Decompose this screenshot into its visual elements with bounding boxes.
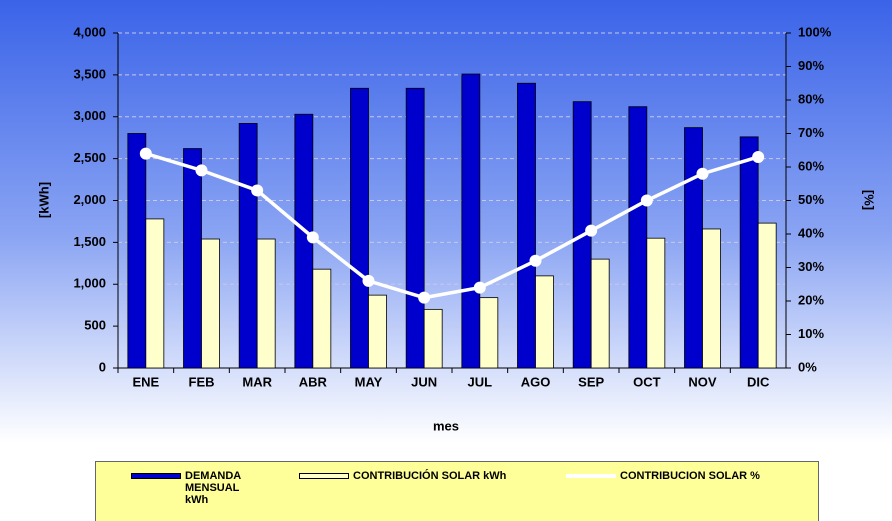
line-marker (418, 291, 431, 304)
bar (628, 106, 648, 369)
bar (127, 133, 147, 369)
y-tick-label: 2,500 (73, 150, 106, 165)
line-marker (640, 194, 653, 207)
bar (684, 127, 703, 369)
bar (312, 268, 332, 369)
y2-tick-label: 50% (798, 192, 824, 207)
x-tick-label: SEP (578, 374, 604, 389)
legend-item: CONTRIBUCIÓN SOLAR kWh (299, 470, 533, 482)
line-marker (306, 231, 319, 244)
legend-label: DEMANDA MENSUAL kWh (185, 470, 241, 506)
line (145, 151, 759, 300)
y2-tick-label: 0% (798, 359, 817, 374)
line-marker (529, 254, 542, 267)
x-tick-label: AGO (521, 374, 551, 389)
y-tick-label: 1,500 (73, 234, 106, 249)
x-tick-label: MAR (242, 374, 272, 389)
bar (201, 238, 220, 369)
bar (256, 238, 276, 369)
y-tick-label: 1,000 (73, 276, 106, 291)
bar (238, 123, 258, 369)
bar (145, 218, 165, 369)
x-axis-label: mes (433, 418, 459, 433)
bar (368, 294, 387, 369)
legend-item: CONTRIBUCION SOLAR % (566, 470, 810, 482)
bar (757, 222, 777, 369)
legend: DEMANDA MENSUAL kWh CONTRIBUCIÓN SOLAR kW… (95, 461, 819, 521)
x-tick-label: ENE (132, 374, 159, 389)
y-tick-label: 2,000 (73, 192, 106, 207)
y2-tick-label: 40% (798, 225, 824, 240)
legend-item: DEMANDA MENSUAL kWh (131, 470, 265, 506)
y-tick-label: 4,000 (73, 24, 106, 39)
y2-tick-label: 60% (798, 158, 824, 173)
line-marker (752, 150, 765, 163)
x-tick-label: FEB (189, 374, 215, 389)
line-marker (696, 167, 709, 180)
y-axis-label: [kWh] (36, 182, 51, 218)
bar (702, 228, 721, 369)
y-tick-label: 3,500 (73, 66, 106, 81)
y2-tick-label: 80% (798, 91, 824, 106)
line-marker (195, 164, 208, 177)
x-tick-label: JUN (411, 374, 437, 389)
y-tick-label: 3,000 (73, 108, 106, 123)
bar (183, 148, 202, 369)
legend-label: CONTRIBUCIÓN SOLAR kWh (353, 470, 507, 482)
x-tick-label: ABR (299, 374, 328, 389)
bar (590, 258, 610, 369)
bar (646, 237, 666, 369)
y2-axis-label: [%] (862, 190, 877, 210)
x-tick-label: DIC (747, 374, 770, 389)
line-marker (473, 281, 486, 294)
bar (517, 82, 536, 369)
bar (535, 275, 554, 369)
x-tick-label: OCT (633, 374, 661, 389)
legend-swatch (566, 474, 616, 478)
line-marker (139, 147, 152, 160)
bar (350, 87, 369, 369)
y2-tick-label: 10% (798, 326, 824, 341)
bar (423, 308, 443, 369)
legend-swatch (299, 473, 349, 479)
bar (461, 73, 481, 369)
x-tick-label: JUL (468, 374, 493, 389)
bar (405, 87, 425, 369)
legend-swatch (131, 473, 181, 479)
legend-label: CONTRIBUCION SOLAR % (620, 470, 760, 482)
y2-tick-label: 90% (798, 58, 824, 73)
line-marker (251, 184, 264, 197)
y-tick-label: 500 (84, 318, 106, 333)
bar (479, 297, 499, 369)
y2-tick-label: 20% (798, 292, 824, 307)
line-marker (585, 224, 598, 237)
y2-tick-label: 100% (798, 24, 832, 39)
x-tick-label: MAY (355, 374, 383, 389)
y2-tick-label: 30% (798, 259, 824, 274)
bar (739, 136, 759, 369)
y-tick-label: 0 (99, 359, 106, 374)
x-tick-label: NOV (688, 374, 717, 389)
line-marker (362, 274, 375, 287)
y2-tick-label: 70% (798, 125, 824, 140)
